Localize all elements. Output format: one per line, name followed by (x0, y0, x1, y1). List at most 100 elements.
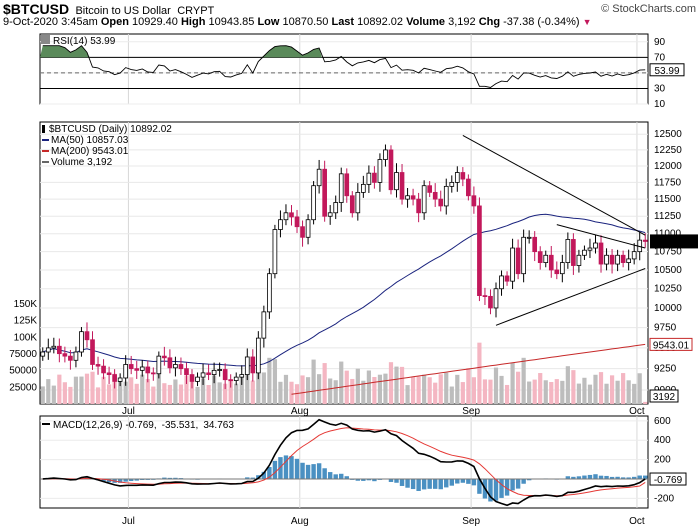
month-label: Aug (291, 406, 309, 417)
rsi-line (42, 45, 646, 88)
macd-histogram-bar (444, 478, 449, 488)
candle-body (272, 229, 278, 275)
candle-body (432, 191, 438, 200)
candle-body (51, 345, 57, 349)
macd-histogram-bar (278, 457, 283, 479)
open-value: 10929.40 (132, 16, 178, 28)
volume-bar (604, 383, 609, 404)
macd-value-tag (649, 472, 687, 486)
macd-histogram-bar (526, 478, 532, 481)
volume-bar (322, 363, 327, 404)
macd-histogram-bar (327, 472, 333, 479)
volume-bar (239, 375, 244, 404)
volume-bar (422, 374, 427, 404)
candle-body (79, 331, 84, 353)
last-price-tag-text: 10892.02 (653, 237, 695, 248)
volume-bar (598, 372, 604, 404)
candle-body (449, 181, 455, 187)
macd-histogram-bar (521, 478, 526, 484)
volume-bar (433, 382, 438, 404)
macd-histogram-bar (582, 475, 587, 479)
macd-histogram-bar (477, 478, 482, 494)
ma200-tag (649, 337, 693, 351)
volume-bar (245, 374, 250, 404)
macd-histogram-bar (598, 475, 604, 479)
volume-bar (212, 375, 217, 404)
candle-body (427, 185, 433, 193)
candle-body (294, 216, 300, 228)
macd-histogram-bar (339, 473, 344, 479)
macd-histogram-bar (626, 477, 631, 479)
macd-histogram-bar (515, 478, 521, 489)
high-label: High (180, 16, 206, 28)
volume-bar (504, 384, 510, 404)
volume-tick-label: 50000 (9, 366, 37, 377)
volume-bar (129, 377, 134, 404)
macd-legend-signal: -35.531, (162, 420, 199, 431)
candle-body (443, 185, 449, 207)
price-tick-label: 11750 (654, 177, 682, 188)
candle-body (300, 226, 305, 238)
macd-histogram-bar (117, 478, 123, 483)
macd-histogram-bar (405, 478, 410, 488)
macd-histogram-bar (261, 471, 267, 479)
volume-bar (311, 359, 316, 404)
volume-bar (399, 366, 405, 404)
month-label-bottom: Sep (462, 516, 480, 527)
volume-value: 3,192 (448, 16, 476, 28)
macd-histogram-bar (565, 476, 571, 479)
price-tick-label: 12500 (654, 129, 682, 140)
candle-body (84, 331, 90, 341)
macd-histogram-bar (510, 478, 515, 491)
macd-histogram-bar (576, 476, 582, 479)
macd-histogram-bar (471, 478, 477, 486)
volume-bar (272, 359, 278, 404)
macd-histogram-bar (637, 475, 642, 479)
price-tick-label: 10000 (654, 303, 682, 314)
price-tick-label: 9250 (654, 364, 677, 375)
volume-bar (372, 377, 377, 404)
candle-body (233, 376, 239, 381)
volume-bar (471, 377, 476, 404)
rsi-overbought-fill (40, 45, 344, 58)
macd-histogram-bar (106, 478, 112, 483)
candle-body (361, 183, 366, 193)
macd-histogram-bar (499, 478, 504, 498)
volume-bar (510, 362, 515, 404)
macd-histogram-bar (272, 460, 278, 479)
macd-histogram-bar (571, 476, 576, 479)
macd-histogram-bar (488, 478, 493, 502)
symbol: $BTCUSD (3, 1, 70, 17)
volume-bar (377, 374, 383, 404)
candle-body (261, 311, 267, 339)
low-value: 10870.50 (282, 16, 329, 28)
volume-bar (394, 366, 399, 404)
volume-bar (410, 376, 416, 404)
candle-body (394, 172, 399, 191)
volume-bar (228, 379, 233, 404)
macd-histogram-bar (449, 478, 454, 486)
candle-body (620, 254, 626, 263)
volume-bar (62, 382, 67, 404)
volume-bar (167, 384, 172, 404)
candle-body (162, 355, 167, 359)
rsi-tick-label: 90 (654, 37, 666, 48)
volume-bar (189, 380, 195, 404)
volume-bar (339, 361, 344, 404)
price-tick-label: 12250 (654, 145, 682, 156)
volume-bar (416, 376, 421, 404)
volume-bar (632, 383, 637, 404)
volume-bar (383, 373, 388, 404)
macd-histogram-bar (388, 478, 394, 482)
candle-body (250, 356, 256, 374)
candle-body (184, 368, 189, 375)
candle-body (173, 364, 178, 369)
volume-bar (405, 385, 410, 404)
volume-label: Volume (406, 16, 446, 28)
volume-bar (90, 371, 95, 404)
volume-bar (134, 383, 139, 404)
volume-bar (95, 387, 101, 404)
candle-body (239, 374, 245, 378)
candle-body (460, 172, 466, 180)
volume-bar (112, 373, 117, 404)
